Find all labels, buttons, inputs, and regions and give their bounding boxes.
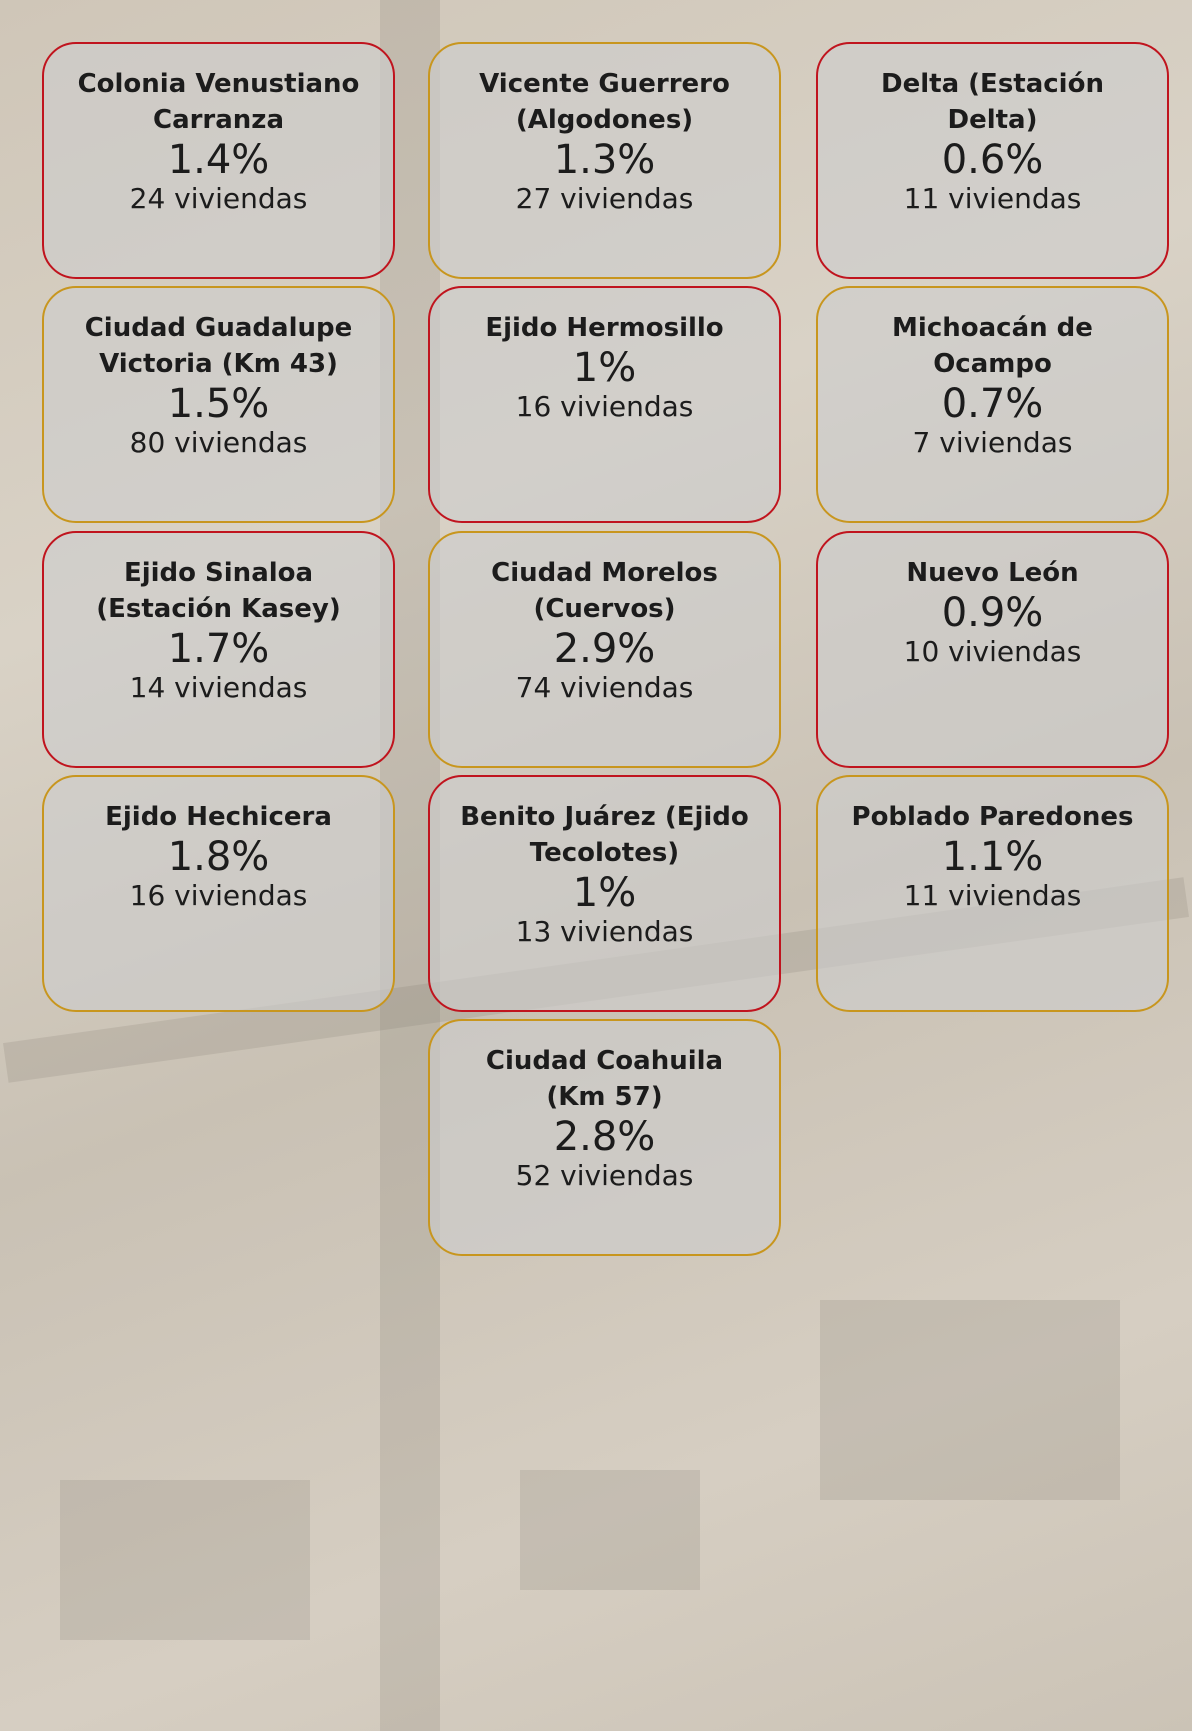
card-title: Poblado Paredones <box>851 802 1134 832</box>
card-title: Michoacán de Ocampo <box>892 313 1093 379</box>
card-homes: 14 viviendas <box>129 671 308 704</box>
card: Ejido Hechicera 1.8% 16 viviendas <box>42 775 395 1012</box>
card-percent: 1% <box>572 345 637 391</box>
card-title: Delta (Estación Delta) <box>881 69 1104 135</box>
card-percent: 1.8% <box>167 834 270 880</box>
card-homes: 52 viviendas <box>515 1159 694 1192</box>
card-title: Benito Juárez (Ejido Tecolotes) <box>460 802 749 868</box>
roof <box>820 1300 1120 1500</box>
card: Vicente Guerrero (Algodones) 1.3% 27 vivie… <box>428 42 781 279</box>
card: Ciudad Coahuila (Km 57) 2.8% 52 viviendas <box>428 1019 781 1256</box>
card: Ejido Sinaloa (Estación Kasey) 1.7% 14 viv… <box>42 531 395 768</box>
card-percent: 1.3% <box>553 137 656 183</box>
card-percent: 0.9% <box>941 590 1044 636</box>
card: Ciudad Morelos (Cuervos) 2.9% 74 viviendas <box>428 531 781 768</box>
roof <box>520 1470 700 1590</box>
card-title: Vicente Guerrero (Algodones) <box>479 69 730 135</box>
card-title: Colonia Venustiano Carranza <box>77 69 360 135</box>
card-homes: 74 viviendas <box>515 671 694 704</box>
card-homes: 11 viviendas <box>903 879 1082 912</box>
card-homes: 7 viviendas <box>912 426 1073 459</box>
card: Delta (Estación Delta) 0.6% 11 viviendas <box>816 42 1169 279</box>
card-percent: 2.9% <box>553 626 656 672</box>
card-homes: 16 viviendas <box>515 390 694 423</box>
card-percent: 0.6% <box>941 137 1044 183</box>
card: Ejido Hermosillo 1% 16 viviendas <box>428 286 781 523</box>
card: Colonia Venustiano Carranza 1.4% 24 vivien… <box>42 42 395 279</box>
card-percent: 1.5% <box>167 381 270 427</box>
card-homes: 80 viviendas <box>129 426 308 459</box>
card-percent: 1.1% <box>941 834 1044 880</box>
card-percent: 1% <box>572 870 637 916</box>
card-title: Ejido Hermosillo <box>485 313 724 343</box>
card-percent: 1.4% <box>167 137 270 183</box>
card-homes: 13 viviendas <box>515 915 694 948</box>
card-title: Ciudad Coahuila (Km 57) <box>485 1046 724 1112</box>
card: Poblado Paredones 1.1% 11 viviendas <box>816 775 1169 1012</box>
card-title: Ciudad Guadalupe Victoria (Km 43) <box>84 313 353 379</box>
card-title: Ejido Sinaloa (Estación Kasey) <box>96 558 341 624</box>
card-homes: 24 viviendas <box>129 182 308 215</box>
card-percent: 2.8% <box>553 1114 656 1160</box>
roof <box>60 1480 310 1640</box>
card-percent: 0.7% <box>941 381 1044 427</box>
card-homes: 16 viviendas <box>129 879 308 912</box>
card: Michoacán de Ocampo 0.7% 7 viviendas <box>816 286 1169 523</box>
card: Nuevo León 0.9% 10 viviendas <box>816 531 1169 768</box>
card-title: Ciudad Morelos (Cuervos) <box>491 558 718 624</box>
card-homes: 11 viviendas <box>903 182 1082 215</box>
card-homes: 10 viviendas <box>903 635 1082 668</box>
card-title: Nuevo León <box>906 558 1079 588</box>
card-title: Ejido Hechicera <box>105 802 332 832</box>
card-homes: 27 viviendas <box>515 182 694 215</box>
card: Ciudad Guadalupe Victoria (Km 43) 1.5% 80 … <box>42 286 395 523</box>
card-percent: 1.7% <box>167 626 270 672</box>
card: Benito Juárez (Ejido Tecolotes) 1% 13 vivi… <box>428 775 781 1012</box>
